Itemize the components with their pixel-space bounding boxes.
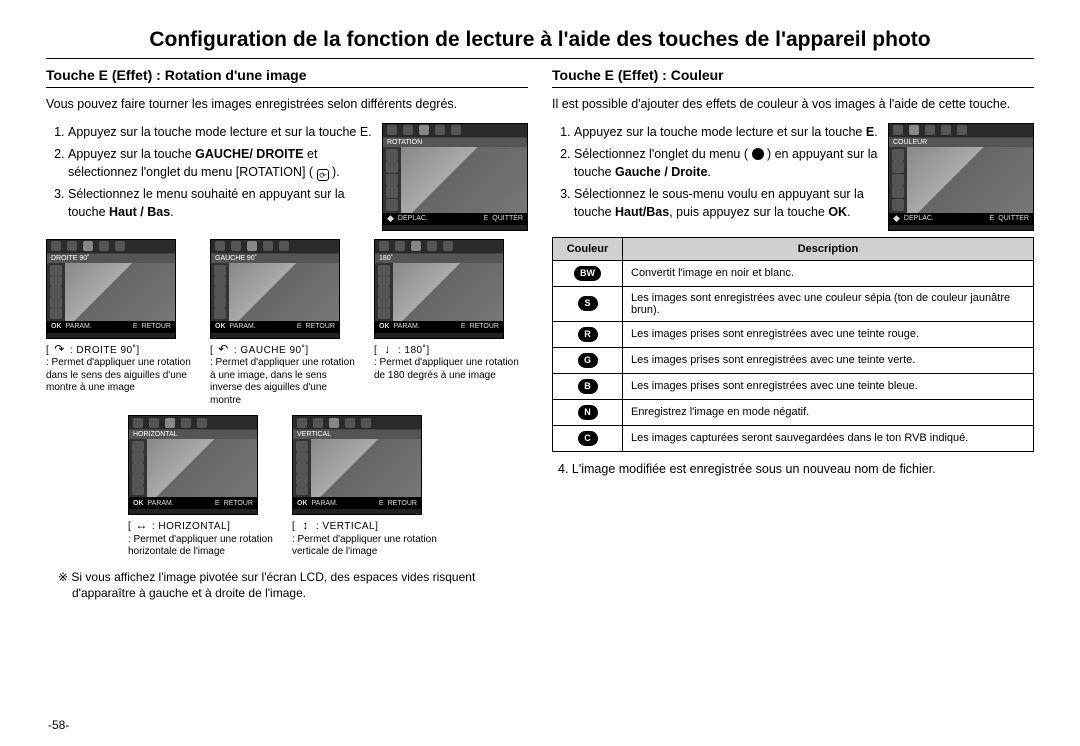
left-column: Touche E (Effet) : Rotation d'une image … — [46, 67, 528, 601]
right-step-1: Appuyez sur la touche mode lecture et su… — [574, 123, 878, 141]
table-header-description: Description — [623, 237, 1034, 260]
table-header-color: Couleur — [553, 237, 623, 260]
color-icon-cell: BW — [553, 260, 623, 286]
lcd-footer: ◆DEPLAC. EQUITTER — [383, 213, 527, 225]
thumb-block: 180˚ OKPARAM.ERETOUR [ ↓ : 180˚] : Perme… — [374, 239, 524, 408]
rotate-arrow-icon: ↶ — [217, 342, 231, 357]
color-pill-icon: N — [578, 405, 598, 420]
left-intro: Vous pouvez faire tourner les images enr… — [46, 96, 528, 113]
left-note: ※ Si vous affichez l'image pivotée sur l… — [46, 569, 528, 601]
thumb-caption: [ ↔ : HORIZONTAL] : Permet d'appliquer u… — [128, 518, 278, 559]
title-divider — [46, 58, 1034, 59]
rotate-arrow-icon: ↓ — [381, 342, 395, 357]
color-icon-cell: G — [553, 347, 623, 373]
right-main-lcd: COULEUR ◆DEPLAC. EQUITTER — [888, 123, 1034, 231]
lcd-side-icons — [383, 147, 401, 213]
two-column-layout: Touche E (Effet) : Rotation d'une image … — [46, 67, 1034, 601]
thumb-caption: [ ↓ : 180˚] : Permet d'appliquer une rot… — [374, 342, 524, 383]
right-steps: Appuyez sur la touche mode lecture et su… — [552, 123, 878, 231]
thumb-lcd: 180˚ OKPARAM.ERETOUR — [374, 239, 504, 339]
thumb-lcd: GAUCHE 90˚ OKPARAM.ERETOUR — [210, 239, 340, 339]
right-step-4: 4. L'image modifiée est enregistrée sous… — [552, 462, 1034, 476]
left-steps-row: Appuyez sur la touche mode lecture et su… — [46, 123, 528, 231]
left-heading: Touche E (Effet) : Rotation d'une image — [46, 67, 528, 83]
rotate-arrow-icon: ↕ — [299, 518, 313, 533]
color-desc-cell: Les images prises sont enregistrées avec… — [623, 321, 1034, 347]
left-thumbs-row-2: HORIZONTAL OKPARAM.ERETOUR [ ↔ : HORIZON… — [46, 415, 528, 559]
thumb-caption: [ ↕ : VERTICAL] : Permet d'appliquer une… — [292, 518, 442, 559]
left-step-1: Appuyez sur la touche mode lecture et su… — [68, 123, 372, 141]
left-heading-divider — [46, 87, 528, 88]
right-steps-row: Appuyez sur la touche mode lecture et su… — [552, 123, 1034, 231]
left-step-3: Sélectionnez le menu souhaité en appuyan… — [68, 185, 372, 221]
table-row: G Les images prises sont enregistrées av… — [553, 347, 1034, 373]
color-desc-cell: Enregistrez l'image en mode négatif. — [623, 399, 1034, 425]
color-desc-cell: Les images sont enregistrées avec une co… — [623, 286, 1034, 321]
table-row: S Les images sont enregistrées avec une … — [553, 286, 1034, 321]
color-effect-table: Couleur Description BW Convertit l'image… — [552, 237, 1034, 452]
color-pill-icon: B — [578, 379, 598, 394]
color-desc-cell: Les images capturées seront sauvegardées… — [623, 425, 1034, 451]
table-row: N Enregistrez l'image en mode négatif. — [553, 399, 1034, 425]
table-row: C Les images capturées seront sauvegardé… — [553, 425, 1034, 451]
lcd-header: ROTATION — [383, 138, 527, 147]
thumb-lcd: VERTICAL OKPARAM.ERETOUR — [292, 415, 422, 515]
lcd-tabs — [383, 124, 527, 138]
color-pill-icon: S — [578, 296, 598, 311]
thumb-block: VERTICAL OKPARAM.ERETOUR [ ↕ : VERTICAL]… — [292, 415, 442, 559]
right-step-2: Sélectionnez l'onglet du menu ( ) en app… — [574, 145, 878, 181]
color-desc-cell: Les images prises sont enregistrées avec… — [623, 347, 1034, 373]
table-row: R Les images prises sont enregistrées av… — [553, 321, 1034, 347]
color-icon-cell: B — [553, 373, 623, 399]
right-heading: Touche E (Effet) : Couleur — [552, 67, 1034, 83]
table-row: BW Convertit l'image en noir et blanc. — [553, 260, 1034, 286]
right-heading-divider — [552, 87, 1034, 88]
right-step-3: Sélectionnez le sous-menu voulu en appuy… — [574, 185, 878, 221]
thumb-caption: [ ↷ : DROITE 90˚] : Permet d'appliquer u… — [46, 342, 196, 395]
page-title: Configuration de la fonction de lecture … — [46, 28, 1034, 52]
left-main-lcd: ROTATION ◆DEPLAC. EQUITTER — [382, 123, 528, 231]
color-desc-cell: Les images prises sont enregistrées avec… — [623, 373, 1034, 399]
lcd-photo — [401, 147, 527, 213]
color-pill-icon: R — [578, 327, 598, 342]
left-steps: Appuyez sur la touche mode lecture et su… — [46, 123, 372, 231]
color-icon-cell: C — [553, 425, 623, 451]
thumb-lcd: DROITE 90˚ OKPARAM.ERETOUR — [46, 239, 176, 339]
color-pill-icon: C — [578, 431, 598, 446]
color-desc-cell: Convertit l'image en noir et blanc. — [623, 260, 1034, 286]
right-column: Touche E (Effet) : Couleur Il est possib… — [552, 67, 1034, 601]
color-pill-icon: BW — [574, 266, 601, 281]
color-pill-icon: G — [578, 353, 598, 368]
thumb-block: GAUCHE 90˚ OKPARAM.ERETOUR [ ↶ : GAUCHE … — [210, 239, 360, 408]
thumb-caption: [ ↶ : GAUCHE 90˚] : Permet d'appliquer u… — [210, 342, 360, 408]
table-row: B Les images prises sont enregistrées av… — [553, 373, 1034, 399]
palette-icon — [752, 148, 764, 160]
thumb-block: HORIZONTAL OKPARAM.ERETOUR [ ↔ : HORIZON… — [128, 415, 278, 559]
color-icon-cell: R — [553, 321, 623, 347]
left-thumbs-row-1: DROITE 90˚ OKPARAM.ERETOUR [ ↷ : DROITE … — [46, 239, 528, 408]
rotate-arrow-icon: ↔ — [135, 518, 149, 533]
page-number: -58- — [48, 718, 69, 732]
thumb-lcd: HORIZONTAL OKPARAM.ERETOUR — [128, 415, 258, 515]
left-step-2: Appuyez sur la touche GAUCHE/ DROITE et … — [68, 145, 372, 181]
rotate-arrow-icon: ↷ — [53, 342, 67, 357]
rotation-menu-icon: ⟳ — [317, 169, 329, 181]
right-intro: Il est possible d'ajouter des effets de … — [552, 96, 1034, 113]
color-icon-cell: S — [553, 286, 623, 321]
color-icon-cell: N — [553, 399, 623, 425]
thumb-block: DROITE 90˚ OKPARAM.ERETOUR [ ↷ : DROITE … — [46, 239, 196, 408]
